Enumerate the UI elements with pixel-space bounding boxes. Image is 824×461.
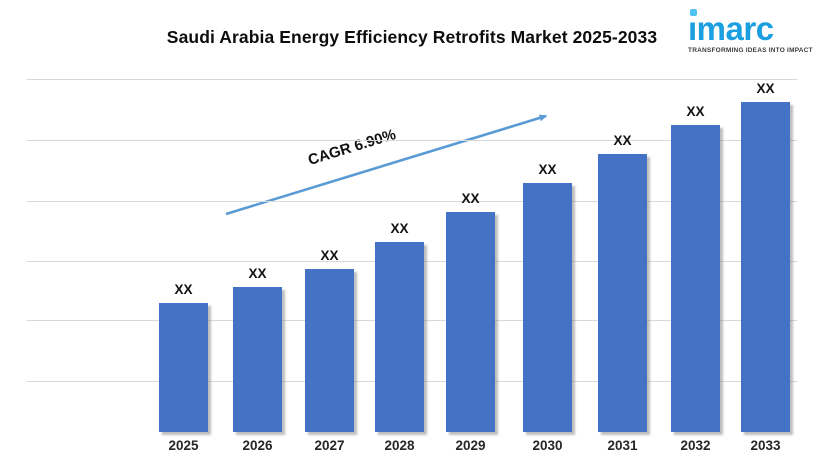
imarc-logo: ımarc TRANSFORMING IDEAS INTO IMPACT: [688, 8, 813, 54]
bar-value-label-2025: XX: [174, 282, 193, 297]
imarc-logo-text: ımarc: [688, 10, 774, 47]
cagr-annotation-label: CAGR 6.90%: [306, 126, 398, 169]
bar-2028: [375, 242, 424, 432]
imarc-logo-wordmark: ımarc: [688, 8, 774, 45]
x-axis-label-2025: 2025: [168, 438, 199, 453]
bar-2030: [523, 183, 572, 432]
bar-value-label-2030: XX: [538, 162, 557, 177]
x-axis-label-2026: 2026: [242, 438, 273, 453]
bar-2032: [671, 125, 720, 432]
imarc-logo-tagline: TRANSFORMING IDEAS INTO IMPACT: [688, 47, 813, 54]
bar-2027: [305, 269, 354, 432]
page-title: Saudi Arabia Energy Efficiency Retrofits…: [166, 27, 658, 47]
bar-value-label-2032: XX: [686, 104, 705, 119]
bar-value-label-2031: XX: [613, 133, 632, 148]
x-axis-label-2027: 2027: [314, 438, 345, 453]
bar-2026: [233, 287, 282, 432]
x-axis-label-2033: 2033: [750, 438, 781, 453]
bar-value-label-2028: XX: [390, 221, 409, 236]
x-axis-label-2032: 2032: [680, 438, 711, 453]
bar-2031: [598, 154, 647, 432]
bar-value-label-2026: XX: [248, 266, 267, 281]
bar-2033: [741, 102, 790, 432]
gridline: [27, 201, 797, 202]
x-axis-label-2029: 2029: [455, 438, 486, 453]
bar-value-label-2029: XX: [461, 191, 480, 206]
imarc-logo-i-dot: [690, 9, 697, 16]
bar-2025: [159, 303, 208, 432]
gridline: [27, 140, 797, 141]
bar-value-label-2033: XX: [756, 81, 775, 96]
x-axis-label-2031: 2031: [607, 438, 638, 453]
x-axis-label-2028: 2028: [384, 438, 415, 453]
bar-value-label-2027: XX: [320, 248, 339, 263]
bar-2029: [446, 212, 495, 432]
gridline: [27, 79, 797, 80]
x-axis-label-2030: 2030: [532, 438, 563, 453]
